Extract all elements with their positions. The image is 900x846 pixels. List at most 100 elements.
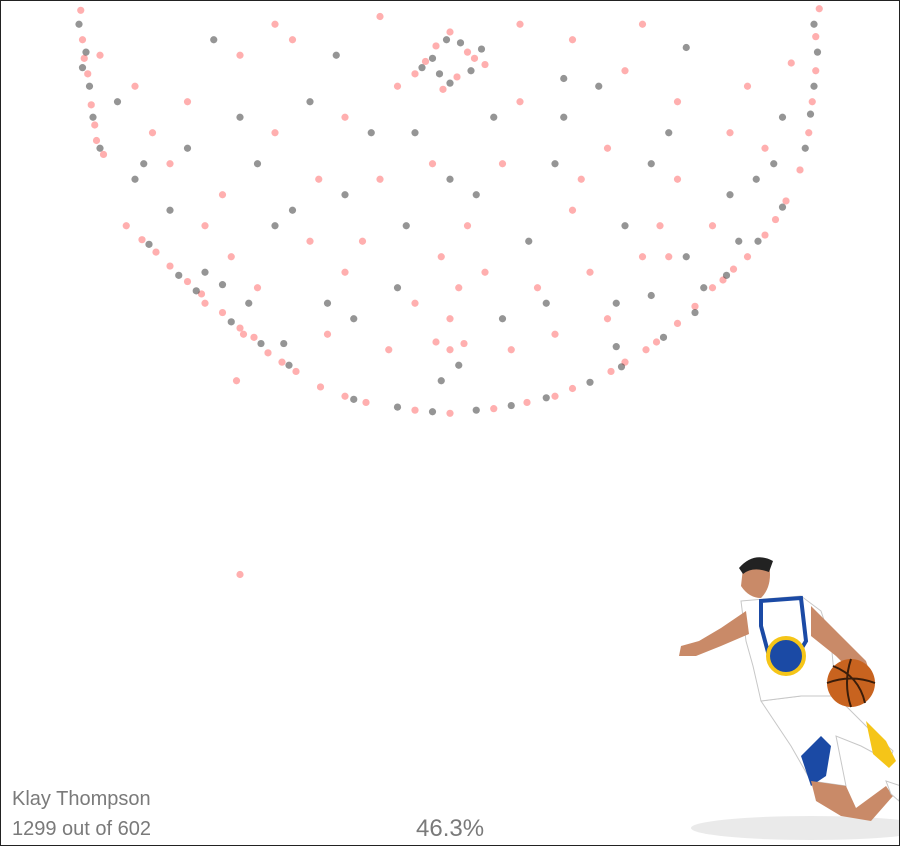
made-shot-point (673, 319, 682, 327)
made-shot-point (236, 51, 244, 59)
missed-shot-point (806, 110, 815, 118)
made-shot-point (253, 284, 262, 292)
missed-shot-point (813, 48, 822, 56)
missed-shot-point (257, 339, 265, 348)
made-shot-point (568, 384, 577, 393)
made-shot-point (568, 36, 577, 44)
made-shot-point (455, 284, 463, 292)
made-shot-point (411, 299, 419, 307)
made-shot-point (729, 265, 738, 273)
made-shot-point (603, 144, 612, 152)
missed-shot-point (726, 191, 734, 199)
missed-shot-point (227, 318, 235, 326)
missed-shot-point (595, 82, 603, 90)
made-shot-point (341, 268, 349, 276)
missed-shot-point (801, 144, 809, 152)
made-shot-point (551, 330, 559, 338)
made-shot-point (796, 166, 804, 174)
missed-shot-point (78, 64, 87, 72)
missed-shot-point (446, 175, 454, 183)
missed-shot-point (507, 401, 515, 410)
missed-shot-point (542, 299, 550, 307)
missed-shot-point (218, 281, 227, 289)
made-shot-point (183, 277, 192, 286)
made-shot-point (315, 175, 323, 183)
missed-shot-point (402, 222, 410, 230)
missed-shot-point (96, 144, 104, 152)
made-shot-point (481, 60, 489, 69)
missed-shot-point (442, 36, 451, 44)
made-shot-point (490, 405, 498, 413)
made-shot-point (306, 237, 314, 245)
made-shot-point (577, 175, 585, 183)
missed-shot-point (323, 299, 332, 307)
missed-shot-point (770, 160, 778, 168)
made-shot-point (603, 315, 612, 323)
made-shot-point (656, 222, 664, 230)
missed-shot-point (367, 129, 375, 137)
made-shot-point (166, 262, 174, 270)
made-shot-point (271, 20, 279, 28)
missed-shot-point (131, 175, 139, 183)
made-shot-point (743, 253, 752, 261)
missed-shot-point (647, 160, 655, 168)
made-shot-point (197, 290, 206, 298)
made-shot-point (411, 406, 419, 414)
made-shot-point (516, 20, 524, 28)
made-shot-point (183, 98, 192, 106)
made-shot-point (341, 392, 349, 400)
made-shot-point (638, 20, 647, 28)
missed-shot-point (145, 240, 153, 248)
made-shot-point (166, 160, 174, 168)
missed-shot-point (551, 160, 559, 168)
missed-shot-point (647, 291, 655, 300)
missed-shot-point (280, 339, 288, 348)
made-shot-point (78, 36, 87, 44)
made-shot-point (507, 346, 515, 354)
missed-shot-point (586, 378, 594, 386)
made-shot-point (428, 160, 437, 168)
made-shot-point (437, 253, 445, 261)
missed-shot-point (560, 113, 568, 121)
shot-count-text: 1299 out of 602 (12, 818, 152, 840)
missed-shot-point (778, 203, 787, 211)
made-shot-point (227, 253, 235, 261)
made-shot-point (148, 129, 157, 137)
made-shot-point (470, 54, 479, 62)
missed-shot-point (393, 284, 402, 292)
made-shot-point (708, 222, 717, 230)
missed-shot-point (140, 160, 148, 168)
missed-shot-point (810, 82, 818, 90)
player-photo (679, 557, 899, 840)
missed-shot-point (175, 271, 183, 279)
made-shot-point (498, 160, 507, 168)
made-shot-point (122, 222, 130, 230)
missed-shot-point (192, 287, 200, 295)
made-shot-point (446, 409, 454, 417)
made-shot-point (80, 54, 88, 62)
missed-shot-point (428, 408, 437, 416)
made-shot-point (77, 6, 85, 14)
missed-shot-point (245, 299, 253, 307)
missed-shot-point (542, 394, 550, 402)
made-shot-point (250, 333, 258, 341)
missed-shot-point (201, 268, 209, 276)
missed-shot-point (253, 160, 262, 168)
missed-shot-point (210, 36, 218, 44)
made-shot-point (278, 358, 286, 366)
made-shot-point (316, 383, 325, 391)
made-shot-point (84, 70, 92, 78)
missed-shot-point (89, 113, 97, 121)
made-shot-point (362, 398, 370, 407)
missed-shot-point (472, 191, 480, 199)
made-shot-point (218, 308, 227, 317)
made-shot-point (743, 82, 752, 90)
missed-shot-point (735, 237, 743, 245)
made-shot-point (761, 231, 769, 239)
missed-shot-point (810, 20, 818, 28)
missed-shot-point (341, 191, 349, 199)
missed-shot-point (288, 206, 297, 214)
made-shot-point (432, 338, 440, 346)
missed-shot-point (754, 237, 762, 245)
missed-shot-point (722, 271, 731, 279)
